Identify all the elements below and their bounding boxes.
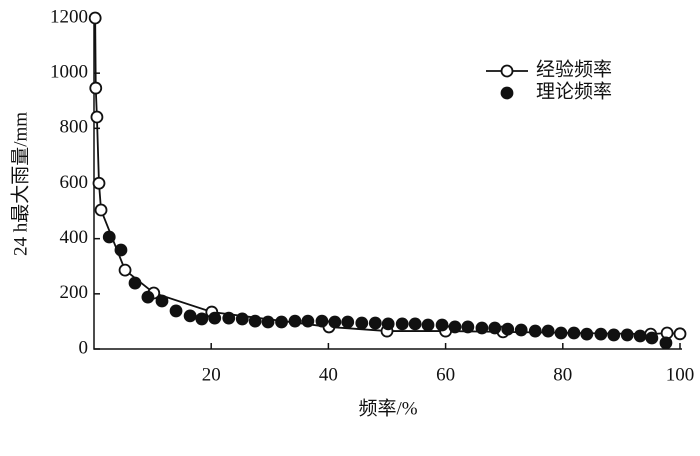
point (208, 311, 222, 325)
y-tick-label: 200 (60, 282, 89, 303)
point (594, 327, 608, 341)
point (88, 11, 102, 25)
x-tick-label: 20 (202, 364, 221, 385)
point (381, 317, 395, 331)
y-tick-label: 0 (79, 337, 89, 358)
x-tick-label: 100 (666, 364, 695, 385)
point (607, 328, 621, 342)
point (261, 315, 275, 329)
y-tick-label: 400 (60, 227, 89, 248)
point (580, 327, 594, 341)
point (195, 312, 209, 326)
point (183, 309, 197, 323)
point (355, 316, 369, 330)
y-tick-label: 1000 (50, 62, 88, 83)
point (659, 336, 673, 350)
point (554, 326, 568, 340)
legend-marker (500, 86, 514, 100)
point (315, 314, 329, 328)
point (368, 316, 382, 330)
point (448, 320, 462, 334)
point (141, 290, 155, 304)
y-axis-label: 24 h最大雨量/mm (9, 112, 31, 256)
point (341, 315, 355, 329)
x-tick-label: 60 (436, 364, 455, 385)
legend-label: 经验频率 (536, 58, 612, 80)
point (114, 243, 128, 257)
y-tick-label: 1200 (50, 6, 88, 27)
point (461, 320, 475, 334)
legend-label: 理论频率 (536, 80, 612, 102)
x-tick-label: 40 (319, 364, 338, 385)
point (408, 317, 422, 331)
point (501, 322, 515, 336)
point (90, 110, 104, 124)
point (128, 276, 142, 290)
point (514, 323, 528, 337)
y-tick-label: 800 (60, 117, 89, 138)
point (94, 203, 108, 217)
point (89, 81, 103, 95)
point (435, 318, 449, 332)
point (528, 324, 542, 338)
point (118, 263, 132, 277)
point (395, 317, 409, 331)
point (567, 326, 581, 340)
point (475, 321, 489, 335)
point (328, 315, 342, 329)
point (275, 315, 288, 329)
point (92, 176, 106, 190)
point (488, 321, 502, 335)
point (673, 327, 687, 341)
point (301, 314, 315, 328)
point (421, 318, 435, 332)
y-tick-label: 600 (60, 172, 89, 193)
point (155, 294, 169, 308)
point (620, 328, 634, 342)
point (541, 324, 555, 338)
point (633, 329, 647, 343)
x-axis-label: 频率/% (358, 397, 417, 419)
point (288, 314, 302, 328)
point (169, 304, 183, 318)
point (222, 311, 236, 325)
point (645, 331, 659, 345)
point (102, 230, 116, 244)
legend-marker (500, 64, 514, 78)
x-tick-label: 80 (553, 364, 572, 385)
point (235, 312, 249, 326)
point (248, 314, 262, 328)
